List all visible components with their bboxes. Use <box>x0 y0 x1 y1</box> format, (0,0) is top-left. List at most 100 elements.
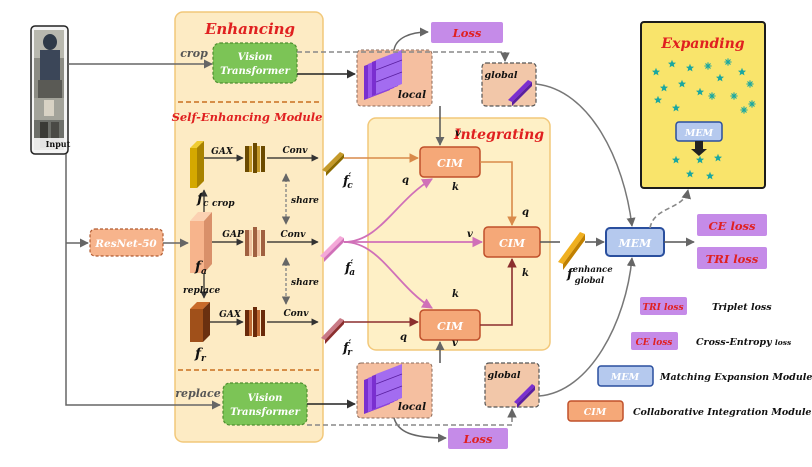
fr-label: fr <box>194 346 207 364</box>
integrating-title: Integrating <box>453 127 544 143</box>
teal-star-icon <box>714 153 722 162</box>
resnet-label: ResNet-50 <box>94 238 157 250</box>
arrow-fa-cim-top <box>343 178 433 243</box>
teal-sparkle-icon <box>740 106 748 114</box>
fc-prime-vector <box>322 152 344 176</box>
teal-sparkle-icon <box>748 100 756 108</box>
arrow-vit-top-global <box>297 51 510 62</box>
k-bottom-label: k <box>452 289 459 300</box>
q-top-label: q <box>402 175 409 186</box>
teal-sparkle-icon <box>730 92 738 100</box>
ce-loss-label: CE loss <box>709 219 756 233</box>
v-top-label: v <box>455 128 461 139</box>
loss-top-box <box>431 22 503 43</box>
teal-star-icon <box>668 59 676 68</box>
share-bottom-label: share <box>291 278 319 288</box>
arrow-vit-bottom-global <box>307 408 517 426</box>
gap-label: GAP <box>222 230 244 240</box>
legend-mem-key <box>597 365 654 387</box>
vit-bottom <box>222 382 308 426</box>
teal-star-icon <box>672 155 680 164</box>
loss-top-label: Loss <box>452 26 482 40</box>
conv-mid-label: Conv <box>281 230 307 240</box>
global-top-tensor <box>508 80 532 106</box>
arrow-local-top-loss <box>393 27 429 51</box>
teal-star-icon <box>652 67 660 76</box>
teal-star-icon <box>686 169 694 178</box>
vit-top <box>212 42 298 84</box>
legend-ce-key-label: CE loss <box>636 338 673 348</box>
teal-star-icon <box>696 155 704 164</box>
legend: TRI loss Triplet loss CE loss Cross-Entr… <box>567 297 812 422</box>
teal-star-icon <box>654 95 662 104</box>
cim-mid-label: CIM <box>499 237 526 250</box>
ce-loss-box <box>697 214 767 236</box>
arrow-cim-bottom-mid <box>480 258 517 326</box>
fa-prime-vector <box>320 236 344 262</box>
conv-bottom-label: Conv <box>284 309 310 319</box>
teal-sparkle-icon <box>704 62 712 70</box>
teal-star-icon <box>672 103 680 112</box>
fglobal-enhance-vector <box>558 232 585 270</box>
q-bottom-label: q <box>400 332 407 343</box>
expanding-stars-top <box>652 58 756 114</box>
cim-bottom-label: CIM <box>437 320 464 333</box>
tri-loss-label: TRI loss <box>706 252 759 266</box>
teal-star-icon <box>706 171 714 180</box>
legend-tri-desc: Triplet loss <box>712 302 772 313</box>
cim-top-label: CIM <box>437 157 464 170</box>
share-top-label: share <box>291 196 319 206</box>
vit-top-line1: Vision <box>238 52 273 63</box>
teal-star-icon <box>660 83 668 92</box>
arrow-global-bottom-mem <box>538 257 636 397</box>
local-top-label: local <box>398 89 426 101</box>
local-bottom-tensor <box>364 364 403 414</box>
vit-bottom-line2: Transformer <box>230 407 301 418</box>
gax-top-label: GAX <box>211 147 234 157</box>
legend-cim-key <box>567 400 624 422</box>
expanding-mem-label: MEM <box>684 128 714 139</box>
arrow-mem-expanding <box>649 189 691 229</box>
arrow-fa-cim-bottom <box>343 241 433 309</box>
mem-label: MEM <box>618 237 653 250</box>
v-bottom-label: v <box>452 338 458 349</box>
expanding-stars-bottom <box>672 153 722 180</box>
q-mid-label: q <box>522 207 529 218</box>
fr-conv-slices <box>245 307 265 337</box>
k-top-label: k <box>452 182 459 193</box>
global-bottom-label: global <box>488 370 521 381</box>
expanding-title: Expanding <box>660 36 744 52</box>
global-top-label: global <box>485 70 518 81</box>
fc-conv-slices <box>245 143 265 173</box>
fa-prime-label: f′ a <box>344 259 355 278</box>
conv-top-label: Conv <box>283 146 309 156</box>
enhancing-title: Enhancing <box>204 20 295 38</box>
vit-bottom-line1: Vision <box>248 393 283 404</box>
input-image <box>30 25 69 155</box>
fa-conv-slices <box>245 227 265 257</box>
tri-loss-box <box>697 247 767 269</box>
teal-star-icon <box>686 63 694 72</box>
legend-tri-key-label: TRI loss <box>642 303 683 313</box>
input-label: Input <box>46 139 71 149</box>
teal-star-icon <box>738 67 746 76</box>
arrow-cim-top-mid <box>480 161 517 226</box>
gax-bottom-label: GAX <box>219 310 242 320</box>
global-bottom-tensor <box>514 384 535 408</box>
fc-label: fc <box>196 191 209 209</box>
local-bottom-label: local <box>398 401 426 413</box>
legend-cim-desc: Collaborative Integration Module <box>633 407 811 418</box>
teal-sparkle-icon <box>746 80 754 88</box>
loss-bottom-box <box>448 428 508 449</box>
expanding-down-arrow <box>691 141 707 156</box>
v-mid-label: v <box>467 229 473 240</box>
resnet-box <box>89 228 164 257</box>
teal-sparkle-icon <box>724 58 732 66</box>
self-enhancing-title: Self-Enhancing Module <box>172 110 323 124</box>
teal-star-icon <box>716 73 724 82</box>
teal-sparkle-icon <box>708 92 716 100</box>
enhancing-panel <box>174 11 324 443</box>
crop-small-label: crop <box>212 199 235 209</box>
loss-bottom-label: Loss <box>463 432 493 446</box>
